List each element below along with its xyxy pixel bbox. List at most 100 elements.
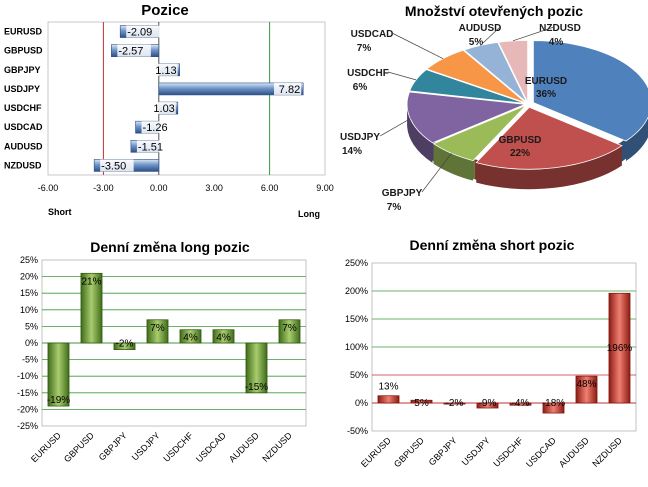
category-label: EURUSD [29, 430, 63, 464]
category-label: USDCAD [194, 430, 228, 464]
leader-line [379, 118, 411, 137]
pie-slice [497, 39, 529, 103]
bar [113, 342, 136, 350]
pie-slice-name: NZDUSD [539, 23, 581, 34]
leader-line [480, 26, 501, 46]
pie-slice [475, 106, 623, 170]
data-label: -18% [542, 398, 565, 409]
plot-frame [47, 21, 326, 176]
y-tick-label: 200% [345, 286, 368, 296]
leader-line [391, 32, 444, 59]
pie-slice-wall [476, 145, 622, 190]
y-tick-label: 25% [20, 255, 38, 265]
data-label: 4% [216, 333, 231, 344]
category-label: GBPJPY [4, 65, 41, 75]
pie-slice-group [475, 106, 623, 190]
data-label-bg [141, 121, 176, 134]
data-label-bg [148, 102, 176, 115]
bar [575, 375, 598, 404]
data-label: 48% [576, 379, 596, 390]
bar [608, 292, 631, 404]
bar [179, 329, 202, 344]
data-label: -2.57 [118, 46, 143, 58]
category-label: EURUSD [359, 435, 393, 469]
category-label: AUDUSD [227, 430, 261, 464]
data-label: -3.50 [101, 160, 126, 172]
short-change-chart: Denní změna short pozic 250% 200% 150% 100%… [345, 237, 637, 469]
pie-slice [409, 69, 526, 104]
data-label: 7% [150, 323, 165, 334]
category-label: GBPUSD [62, 430, 96, 464]
open-positions-pie-panel: Množství otevřených pozic EURUSD 36% GBPUS… [340, 0, 648, 225]
data-label-bg [136, 140, 171, 153]
positions-chart-title: Pozice [141, 2, 189, 19]
y-tick-label: 10% [20, 305, 38, 315]
bar [146, 319, 169, 344]
bar [509, 402, 532, 406]
x-tick-label: 0.00 [150, 183, 168, 193]
pie-slice-value: 7% [387, 202, 402, 213]
pie-slice-value: 14% [342, 146, 362, 157]
pie-slice-group [497, 39, 529, 103]
data-label: -2.09 [127, 27, 152, 39]
y-tick-label: -50% [347, 426, 368, 436]
y-tick-label: -20% [17, 404, 38, 414]
positions-chart-panel: Pozice Short Long -6.00 -3.00 0.00 3.00 6.00… [0, 0, 340, 225]
y-tick-label: -10% [17, 371, 38, 381]
bar [410, 399, 433, 404]
y-tick-label: 5% [25, 321, 38, 331]
data-label: 5% [414, 398, 429, 409]
y-tick-label: -5% [22, 355, 38, 365]
category-label: AUDUSD [4, 141, 43, 151]
pie-slice-group [463, 41, 528, 103]
data-label: 1.13 [155, 65, 176, 77]
pie-slice-name: USDCAD [351, 29, 394, 40]
long-change-chart-panel: Denní změna long pozic 25% 20% 15% 10% 5% 0% -… [0, 230, 324, 487]
bar [245, 342, 268, 394]
data-label: 13% [378, 382, 398, 393]
short-change-chart-panel: Denní změna short pozic 250% 200% 150% 100%… [324, 230, 648, 487]
data-label-bg [274, 82, 302, 95]
leader-line [387, 71, 417, 81]
positions-chart: Pozice Short Long -6.00 -3.00 0.00 3.00 6.00… [4, 2, 334, 219]
y-tick-label: 20% [20, 272, 38, 282]
pie-slice-name: GBPJPY [382, 188, 423, 199]
pie-slice-wall [625, 117, 648, 162]
pie-slice-name: USDJPY [340, 132, 380, 143]
category-label: GBPUSD [392, 435, 426, 469]
pie-slice-group [409, 69, 526, 104]
bar [80, 272, 103, 344]
bar [278, 319, 301, 344]
data-label-bg [100, 159, 134, 172]
y-tick-label: 250% [345, 258, 368, 268]
data-label: -2% [116, 339, 134, 350]
y-tick-label: 0% [355, 398, 368, 408]
data-label: 4% [183, 333, 198, 344]
data-label: 21% [81, 276, 101, 287]
bar [377, 395, 400, 404]
category-label: USDJPY [4, 84, 40, 94]
pie-slice [463, 41, 528, 103]
bar [476, 402, 499, 409]
pie-slice-value: 7% [357, 43, 372, 54]
x-tick-label: 6.00 [261, 183, 279, 193]
x-tick-label: -6.00 [38, 183, 59, 193]
category-label: USDCAD [4, 122, 43, 132]
pie-slice-group [533, 40, 648, 162]
pie-slice-value: 22% [510, 148, 530, 159]
data-label: -1.26 [143, 122, 168, 134]
data-label: 196% [607, 343, 633, 354]
category-label: AUDUSD [557, 435, 591, 469]
category-label: USDCAD [524, 435, 558, 469]
pie-slice-value: 4% [549, 37, 564, 48]
data-label: -2% [446, 398, 464, 409]
category-label: USDCHF [4, 103, 42, 113]
category-label: EURUSD [4, 27, 43, 37]
long-label: Long [298, 209, 320, 219]
short-label: Short [48, 207, 72, 217]
data-label: 1.03 [153, 103, 174, 115]
leader-line [421, 153, 452, 193]
y-tick-label: 50% [350, 370, 368, 380]
x-tick-label: -3.00 [93, 183, 114, 193]
long-change-chart: Denní změna long pozic 25% 20% 15% 10% 5% 0% -… [17, 239, 307, 464]
